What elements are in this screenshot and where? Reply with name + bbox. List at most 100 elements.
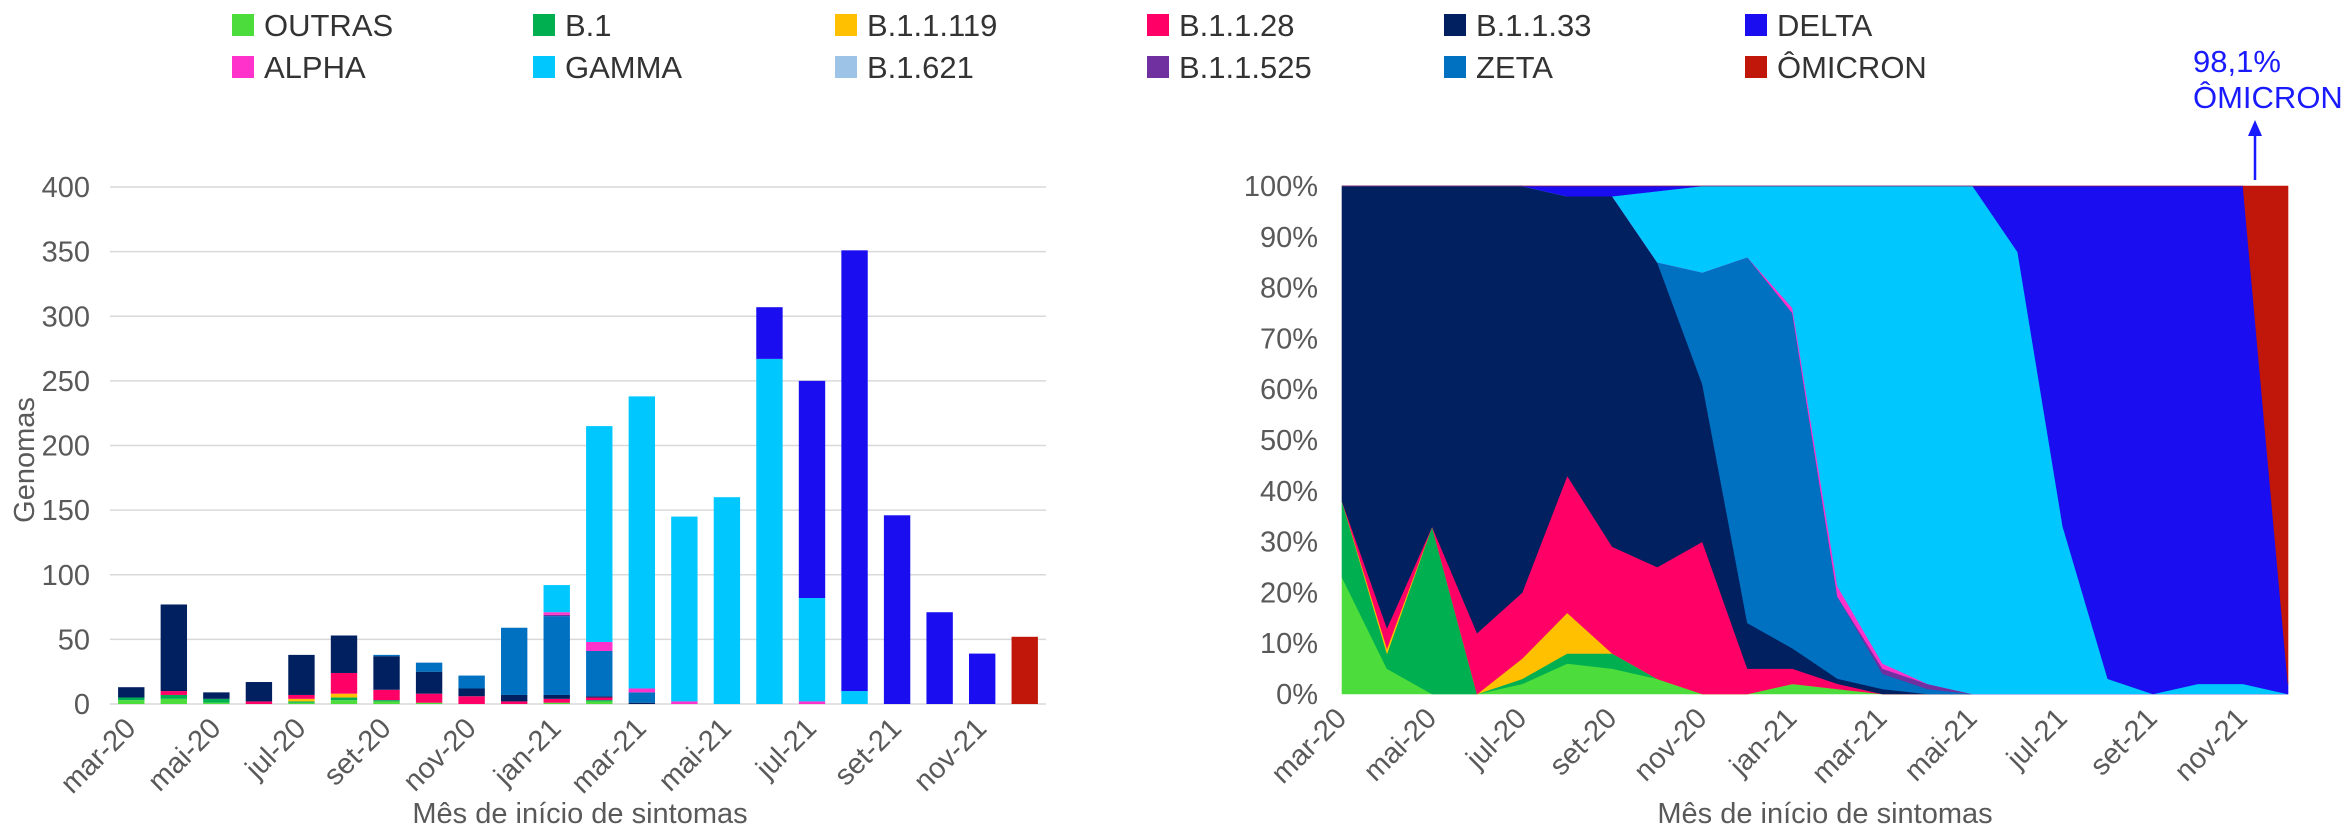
y-tick-label-pct: 20% bbox=[1260, 577, 1318, 609]
x-tick-label: jul-20 bbox=[1460, 702, 1533, 775]
x-tick-label: nov-20 bbox=[1628, 702, 1713, 787]
bar-b-1-1-28-jan-21 bbox=[543, 698, 570, 703]
y-tick-label-pct: 80% bbox=[1260, 273, 1318, 305]
bar-b-1-1-28-abr-20 bbox=[160, 691, 188, 695]
bar-outras-mai-20 bbox=[203, 702, 230, 704]
bar-alpha-fev-21 bbox=[586, 641, 613, 652]
bar-outras-fev-21 bbox=[586, 701, 613, 704]
bar-gamma-jul-21 bbox=[798, 598, 826, 702]
bar-zeta-set-20 bbox=[373, 654, 400, 657]
x-tick-label: jan-21 bbox=[487, 712, 567, 792]
legend-label-gamma: GAMMA bbox=[565, 50, 682, 85]
legend-swatch-b-1-621 bbox=[835, 56, 857, 78]
x-tick-label: mar-21 bbox=[1806, 702, 1894, 790]
bar-alpha-abr-21 bbox=[671, 701, 698, 704]
bar-b-1-ago-20 bbox=[330, 697, 358, 701]
y-axis-title: Genomas bbox=[9, 397, 41, 523]
bar-zeta-jan-21 bbox=[543, 616, 570, 695]
bar-b-1-1-33-ago-20 bbox=[330, 635, 358, 673]
bar-b-1-1-33-jan-21 bbox=[543, 694, 570, 699]
x-tick-label: nov-21 bbox=[2169, 702, 2254, 787]
bar-delta-out-21 bbox=[926, 612, 953, 704]
x-tick-label: nov-21 bbox=[908, 712, 993, 797]
legend-label-omicron: ÔMICRON bbox=[1777, 50, 1927, 85]
x-tick-label: mai-21 bbox=[1898, 702, 1983, 787]
y-tick-label-pct: 90% bbox=[1260, 222, 1318, 254]
x-tick-label: mar-20 bbox=[55, 712, 143, 800]
area-omicron bbox=[1342, 185, 2289, 684]
legend-swatch-zeta bbox=[1444, 56, 1466, 78]
bar-zeta-mar-21 bbox=[628, 692, 656, 703]
y-tick-label: 50 bbox=[58, 624, 90, 656]
bar-outras-mar-20 bbox=[118, 700, 145, 704]
bar-outras-set-20 bbox=[373, 701, 400, 704]
legend-label-b-1-1-525: B.1.1.525 bbox=[1179, 50, 1312, 85]
legend-swatch-delta bbox=[1745, 14, 1767, 36]
y-tick-label-pct: 100% bbox=[1244, 171, 1318, 203]
y-tick-label-pct: 30% bbox=[1260, 527, 1318, 559]
legend-label-outras: OUTRAS bbox=[264, 8, 393, 43]
bar-b-1-1-33-dez-20 bbox=[500, 694, 528, 702]
bar-gamma-jun-21 bbox=[756, 358, 783, 704]
x-tick-label: mai-20 bbox=[142, 712, 227, 797]
bar-b-1-mar-20 bbox=[118, 697, 145, 701]
annotation-label: ÔMICRON bbox=[2193, 80, 2343, 115]
bar-delta-jun-21 bbox=[756, 307, 783, 359]
bar-gamma-ago-21 bbox=[841, 691, 868, 704]
bar-b-1-1-33-mar-20 bbox=[118, 687, 145, 698]
x-tick-label: set-20 bbox=[1544, 702, 1624, 782]
bar-b-1-1-525-jan-21 bbox=[543, 614, 570, 617]
bar-gamma-fev-21 bbox=[586, 426, 613, 642]
legend-label-b-1: B.1 bbox=[565, 8, 612, 43]
legend: OUTRAS B.1 B.1.1.119 B.1.1.28 B.1.1.33 DELTA A… bbox=[232, 8, 1927, 85]
bar-delta-set-21 bbox=[883, 515, 911, 704]
bar-gamma-abr-21 bbox=[671, 516, 698, 702]
y-tick-label: 0 bbox=[74, 689, 90, 721]
bar-b-1-1-33-out-20 bbox=[415, 671, 443, 694]
bar-b-1-1-119-jul-20 bbox=[288, 698, 315, 702]
legend-swatch-gamma bbox=[533, 56, 555, 78]
bar-b-1-1-33-jul-20 bbox=[288, 654, 315, 695]
bar-delta-nov-21 bbox=[968, 653, 996, 704]
x-tick-label: jan-21 bbox=[1723, 702, 1803, 782]
bar-b-1-1-28-nov-20 bbox=[458, 696, 485, 704]
legend-label-b-1-1-28: B.1.1.28 bbox=[1179, 8, 1294, 43]
bar-zeta-nov-20 bbox=[458, 675, 485, 689]
bar-b-1-1-28-jul-20 bbox=[288, 694, 315, 699]
bar-b-1-jul-20 bbox=[288, 701, 315, 703]
legend-swatch-b-1-1-119 bbox=[835, 14, 857, 36]
x-tick-label: nov-20 bbox=[397, 712, 482, 797]
bar-b-1-1-33-abr-20 bbox=[160, 604, 188, 692]
y-tick-label-pct: 60% bbox=[1260, 374, 1318, 406]
bar-b-1-1-33-jun-20 bbox=[245, 682, 273, 702]
bar-outras-jul-20 bbox=[288, 702, 315, 704]
bar-alpha-jan-21 bbox=[543, 612, 570, 615]
legend-swatch-omicron bbox=[1745, 56, 1767, 78]
x-tick-label: mai-20 bbox=[1358, 702, 1443, 787]
bar-b-1-mai-20 bbox=[203, 698, 230, 703]
legend-label-zeta: ZETA bbox=[1476, 50, 1553, 85]
bar-gamma-jan-21 bbox=[543, 585, 570, 613]
annotation-value: 98,1% bbox=[2193, 44, 2281, 79]
y-tick-label-pct: 10% bbox=[1260, 628, 1318, 660]
bar-b-1-1-33-fev-21 bbox=[586, 696, 613, 698]
bar-zeta-fev-21 bbox=[586, 651, 613, 697]
y-tick-label: 150 bbox=[42, 495, 90, 527]
x-tick-label: set-21 bbox=[2084, 702, 2164, 782]
x-tick-label: set-21 bbox=[828, 712, 908, 792]
y-tick-label-pct: 70% bbox=[1260, 323, 1318, 355]
bar-b-1-1-28-fev-21 bbox=[586, 697, 613, 701]
x-tick-label: jul-21 bbox=[2000, 702, 2073, 775]
y-tick-label: 300 bbox=[42, 301, 90, 333]
bar-b-1-1-28-ago-20 bbox=[330, 672, 358, 694]
x-axis-title-right: Mês de início de sintomas bbox=[1657, 798, 1992, 825]
bar-b-1-1-33-mar-21 bbox=[628, 702, 656, 704]
bar-b-1-1-119-ago-20 bbox=[330, 693, 358, 698]
bar-b-1-1-28-out-20 bbox=[415, 693, 443, 703]
x-tick-label: jul-21 bbox=[749, 712, 822, 785]
legend-swatch-alpha bbox=[232, 56, 254, 78]
bar-alpha-mar-21 bbox=[628, 688, 656, 693]
bar-zeta-dez-20 bbox=[500, 627, 528, 695]
bar-outras-out-20 bbox=[415, 702, 443, 704]
legend-swatch-b-1 bbox=[533, 14, 555, 36]
